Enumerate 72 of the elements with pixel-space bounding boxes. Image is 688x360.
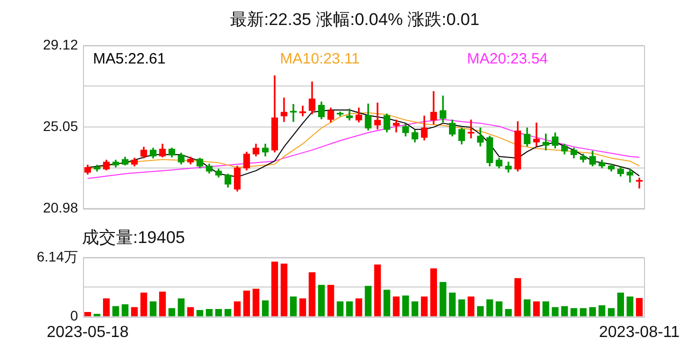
- y-tick-label: 29.12: [42, 36, 78, 52]
- bar: [336, 301, 344, 316]
- y-tick-label: 0: [70, 308, 78, 324]
- bar: [234, 301, 241, 316]
- bar: [486, 299, 494, 316]
- bar: [458, 299, 466, 316]
- bar: [168, 308, 176, 316]
- bar: [131, 307, 138, 316]
- bar: [636, 298, 643, 316]
- bar: [430, 268, 437, 316]
- bar: [215, 309, 222, 316]
- bar: [308, 272, 316, 316]
- x-tick-label: 2023-08-11: [598, 324, 680, 341]
- bar: [94, 314, 100, 316]
- bar: [468, 296, 474, 316]
- bar: [524, 299, 530, 316]
- chart-title: 最新:22.35 涨幅:0.04% 涨跌:0.01: [230, 9, 480, 31]
- bar: [140, 292, 148, 316]
- bar: [477, 306, 484, 316]
- bar: [374, 264, 381, 316]
- y-tick-label: 25.05: [42, 118, 78, 134]
- bar: [159, 292, 166, 316]
- bar: [505, 309, 512, 316]
- text: MA10:23.11: [280, 50, 360, 68]
- bar: [542, 301, 550, 316]
- bar: [440, 282, 446, 316]
- bar: [412, 301, 418, 316]
- bar: [252, 288, 260, 316]
- bar: [420, 296, 428, 316]
- bar: [533, 301, 540, 316]
- bar: [598, 305, 606, 316]
- bar: [589, 307, 596, 316]
- bar: [355, 298, 362, 316]
- bar: [103, 298, 110, 316]
- bar: [402, 296, 409, 316]
- bar: [608, 308, 615, 316]
- x-tick-label: 2023-05-18: [46, 324, 129, 341]
- bar: [262, 300, 269, 316]
- bar: [384, 290, 390, 316]
- text: MA20:23.54: [467, 50, 548, 68]
- chart-title: 成交量:19405: [82, 227, 185, 249]
- bar: [496, 301, 502, 316]
- bar: [299, 298, 306, 316]
- bar: [290, 296, 297, 316]
- bar: [552, 307, 559, 316]
- bar: [196, 310, 204, 316]
- bar: [364, 286, 372, 316]
- bar: [448, 292, 456, 316]
- bar: [318, 284, 325, 316]
- y-tick-label: 6.14万: [36, 248, 78, 264]
- bar: [122, 304, 128, 316]
- bar: [224, 309, 232, 316]
- bar: [617, 292, 624, 316]
- bar: [561, 306, 568, 316]
- bar: [327, 284, 334, 316]
- bar: [206, 309, 213, 316]
- bar: [392, 296, 400, 316]
- bar: [112, 306, 120, 316]
- bar: [280, 264, 288, 316]
- bar: [580, 308, 587, 316]
- y-tick-label: 20.98: [42, 199, 78, 216]
- bar: [150, 301, 156, 316]
- bar: [346, 301, 353, 316]
- bar: [514, 278, 522, 316]
- bar: [243, 290, 250, 316]
- bar: [271, 262, 278, 316]
- bar: [570, 308, 578, 316]
- bar: [84, 312, 92, 316]
- bar: [626, 296, 634, 316]
- bar: [178, 298, 185, 316]
- bar: [187, 307, 194, 316]
- text: MA5:22.61: [93, 50, 166, 68]
